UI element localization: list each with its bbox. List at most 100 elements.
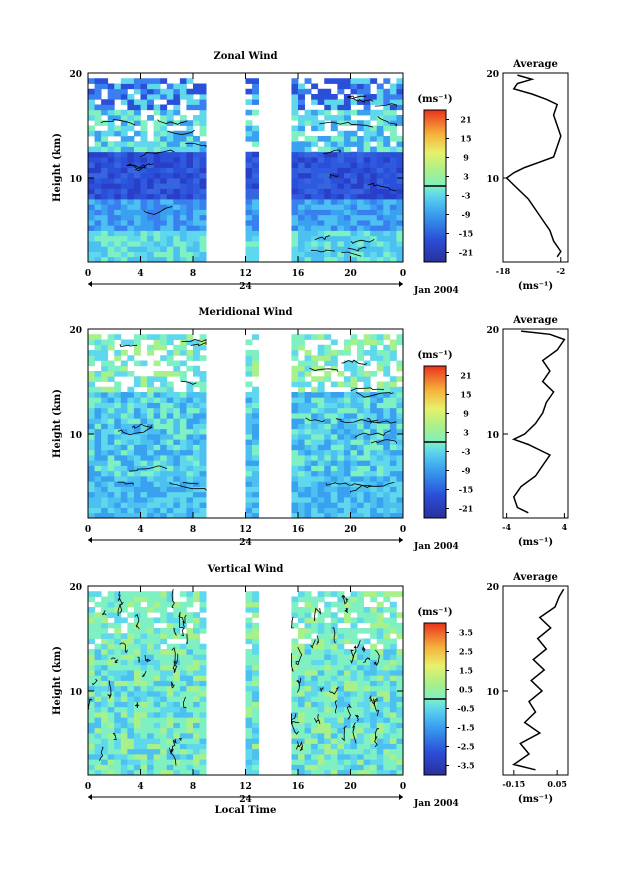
heatmap-cell: [101, 141, 109, 147]
heatmap-cell: [147, 628, 155, 634]
heatmap-cell: [140, 455, 148, 461]
heatmap-cell: [94, 649, 102, 655]
heatmap-cell: [311, 481, 319, 487]
heatmap-cell: [376, 214, 384, 221]
heatmap-cell: [133, 439, 141, 445]
heatmap-cell: [330, 78, 338, 84]
heatmap-cell: [311, 157, 319, 163]
y-axis-label: Height (km): [52, 646, 63, 715]
heatmap-cell: [350, 371, 358, 377]
heatmap-cell: [389, 512, 397, 519]
heatmap-cell: [166, 162, 174, 168]
heatmap-cell: [330, 256, 338, 263]
heatmap-cell: [179, 612, 187, 618]
heatmap-cell: [291, 178, 299, 184]
heatmap-cell: [370, 209, 378, 216]
heatmap-cell: [153, 157, 161, 163]
heatmap-cell: [193, 465, 200, 472]
heatmap-cell: [166, 617, 174, 624]
heatmap-cell: [107, 706, 115, 713]
heatmap-cell: [298, 413, 305, 419]
heatmap-cell: [396, 376, 404, 382]
heatmap-cell: [193, 371, 200, 377]
heatmap-cell: [383, 497, 391, 503]
heatmap-cell: [245, 350, 253, 356]
heatmap-cell: [324, 376, 332, 382]
heatmap-cell: [370, 633, 378, 639]
heatmap-cell: [199, 334, 207, 340]
heatmap-cell: [337, 381, 345, 388]
heatmap-cell: [127, 136, 135, 142]
heatmap-cell: [186, 691, 194, 697]
heatmap-cell: [291, 371, 299, 377]
heatmap-cell: [376, 722, 384, 729]
heatmap-cell: [245, 769, 253, 776]
heatmap-cell: [291, 199, 299, 205]
heatmap-cell: [94, 256, 102, 263]
heatmap-cell: [186, 685, 194, 692]
heatmap-cell: [88, 633, 95, 639]
heatmap-cell: [363, 183, 371, 189]
heatmap-cell: [127, 491, 135, 498]
heatmap-cell: [140, 722, 148, 729]
heatmap-cell: [370, 460, 378, 466]
heatmap-cell: [245, 172, 253, 179]
heatmap-cell: [396, 612, 404, 618]
heatmap-cell: [343, 722, 351, 729]
heatmap-cell: [160, 512, 168, 519]
heatmap-cell: [140, 659, 148, 666]
heatmap-cell: [383, 449, 391, 456]
heatmap-cell: [179, 764, 187, 771]
heatmap-cell: [114, 151, 122, 158]
heatmap-cell: [101, 178, 109, 184]
heatmap-cell: [396, 365, 404, 372]
heatmap-cell: [173, 109, 181, 116]
heatmap-cell: [107, 204, 115, 210]
heatmap-cell: [114, 220, 122, 226]
heatmap-cell: [120, 449, 128, 456]
heatmap-cell: [363, 146, 371, 153]
heatmap-cell: [153, 209, 161, 216]
heatmap-cell: [193, 407, 200, 414]
date-label: Jan 2004: [413, 286, 459, 296]
heatmap-cell: [160, 104, 168, 111]
heatmap-cell: [389, 455, 397, 461]
heatmap-cell: [88, 649, 95, 655]
heatmap-cell: [396, 178, 404, 184]
heatmap-cell: [343, 465, 351, 472]
heatmap-cell: [127, 727, 135, 734]
heatmap-cell: [396, 157, 404, 163]
heatmap-cell: [120, 183, 128, 189]
heatmap-cell: [127, 638, 135, 645]
heatmap-cell: [357, 246, 365, 252]
heatmap-cell: [324, 764, 332, 771]
heatmap-cell: [127, 339, 135, 346]
heatmap-cell: [179, 151, 187, 158]
heatmap-cell: [94, 476, 102, 482]
heatmap-cell: [330, 664, 338, 671]
contour-line: [291, 616, 294, 629]
heatmap-cell: [173, 350, 181, 356]
heatmap-cell: [140, 188, 148, 195]
heatmap-cell: [166, 157, 174, 163]
heatmap-cell: [147, 376, 155, 382]
heatmap-cell: [88, 402, 95, 409]
heatmap-cell: [324, 334, 332, 340]
heatmap-cell: [173, 759, 181, 765]
heatmap-cell: [252, 360, 260, 367]
heatmap-cell: [147, 183, 155, 189]
heatmap-cell: [304, 612, 312, 618]
heatmap-cell: [199, 407, 207, 414]
heatmap-cell: [350, 407, 358, 414]
heatmap-cell: [101, 99, 109, 105]
heatmap-cell: [199, 204, 207, 210]
heatmap-cell: [357, 727, 365, 734]
heatmap-cell: [114, 392, 122, 398]
heatmap-cell: [193, 220, 200, 226]
heatmap-cell: [350, 743, 358, 750]
heatmap-cell: [88, 455, 95, 461]
heatmap-cell: [160, 596, 168, 603]
heatmap-cell: [252, 350, 260, 356]
heatmap-cell: [370, 591, 378, 597]
heatmap-cell: [179, 512, 187, 519]
